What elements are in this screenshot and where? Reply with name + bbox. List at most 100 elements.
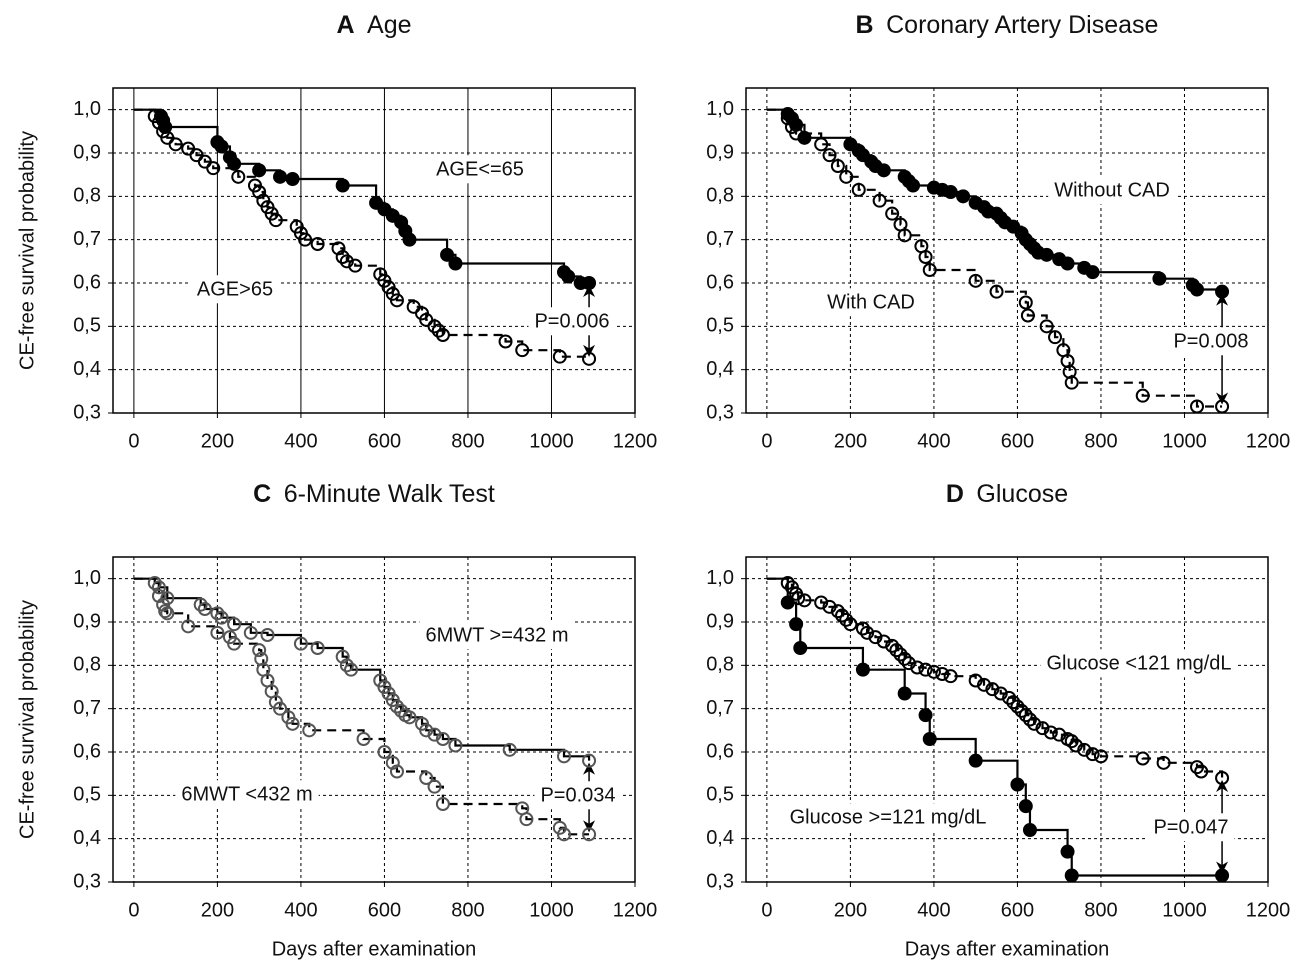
event-marker: [310, 641, 325, 655]
plot-frame: [745, 556, 1269, 883]
event-marker: [214, 610, 229, 625]
event-marker: [897, 228, 912, 243]
x-tick-label: 600: [1001, 430, 1034, 452]
p-value: P=0.034: [540, 784, 615, 806]
event-marker: [285, 716, 300, 731]
event-marker: [1052, 727, 1067, 742]
event-marker: [1035, 721, 1050, 736]
event-marker: [285, 172, 300, 186]
event-marker: [210, 625, 225, 640]
event-marker: [227, 636, 242, 651]
p-value-group: P=0.008: [1167, 327, 1255, 356]
event-marker: [1060, 256, 1075, 271]
event-marker: [893, 647, 908, 662]
event-marker: [1043, 725, 1058, 740]
event-marker: [977, 677, 992, 692]
event-marker: [822, 148, 837, 163]
event-marker: [427, 779, 442, 794]
y-tick-label: 1,0: [706, 98, 734, 120]
p-value-bg: [528, 307, 616, 336]
y-tick-label: 0,4: [73, 358, 101, 380]
plot-frame: [112, 87, 636, 414]
y-tick-label: 0,9: [73, 610, 101, 632]
event-marker: [260, 628, 275, 642]
event-marker: [156, 597, 171, 612]
y-tick-label: 0,4: [706, 827, 734, 849]
y-tick-label: 0,8: [706, 654, 734, 676]
event-marker: [273, 701, 288, 716]
event-marker: [427, 727, 442, 742]
event-marker: [797, 593, 812, 608]
event-marker: [830, 604, 845, 619]
event-marker: [435, 732, 450, 746]
event-marker: [1014, 703, 1029, 718]
event-marker: [835, 608, 850, 623]
event-marker: [1085, 747, 1100, 762]
event-marker: [839, 169, 854, 184]
event-marker: [377, 745, 392, 759]
series-label-bg: [175, 780, 319, 809]
event-marker: [331, 241, 346, 256]
series-label: Without CAD: [1054, 179, 1170, 201]
x-tick-label: 400: [917, 430, 950, 452]
event-marker: [293, 636, 308, 651]
event-marker: [780, 576, 795, 590]
series-label-bg: [190, 275, 280, 304]
series-label-bg: [1040, 649, 1238, 678]
p-value-bg: [534, 781, 622, 810]
event-marker: [993, 686, 1008, 701]
event-marker: [1064, 375, 1079, 390]
event-marker: [227, 617, 242, 632]
p-value-group: P=0.034: [534, 781, 622, 810]
series-label-group: 6MWT <432 m: [175, 780, 319, 809]
event-marker: [268, 213, 283, 228]
panel-letter: C: [253, 480, 271, 508]
event-marker: [814, 595, 829, 610]
event-marker: [1093, 749, 1108, 764]
p-value-group: P=0.047: [1147, 813, 1235, 842]
y-tick-label: 0,7: [73, 697, 101, 719]
event-marker: [519, 812, 534, 827]
event-marker: [956, 189, 971, 204]
event-marker: [968, 753, 983, 768]
event-marker: [1152, 271, 1167, 286]
event-marker: [1085, 265, 1100, 280]
event-marker: [427, 319, 442, 334]
panel-letter: D: [946, 480, 964, 508]
y-tick-label: 0,5: [706, 784, 734, 806]
survival-line: [766, 577, 1224, 778]
event-marker: [1156, 755, 1171, 770]
event-marker: [214, 139, 229, 154]
x-tick-label: 200: [201, 899, 234, 921]
event-marker: [1064, 734, 1079, 749]
x-tick-label: 800: [1084, 430, 1117, 452]
series-label-bg: [783, 803, 993, 832]
event-marker: [1018, 295, 1033, 310]
panel-title: A Age: [336, 11, 411, 39]
panel-letter: A: [336, 11, 354, 39]
series-label-bg: [430, 155, 530, 184]
y-tick-label: 0,5: [73, 784, 101, 806]
series-label-group: Glucose <121 mg/dL: [1040, 649, 1238, 678]
x-tick-label: 1000: [529, 430, 574, 452]
event-marker: [1135, 388, 1150, 403]
event-marker: [830, 159, 845, 173]
y-tick-label: 0,4: [73, 827, 101, 849]
x-tick-label: 0: [761, 899, 772, 921]
event-marker: [897, 651, 912, 666]
event-marker: [181, 619, 196, 634]
event-marker: [876, 634, 891, 649]
y-tick-label: 0,9: [706, 610, 734, 632]
series-label-group: Without CAD: [1048, 176, 1176, 205]
y-tick-label: 0,9: [706, 141, 734, 163]
event-marker: [1022, 823, 1037, 837]
event-marker: [419, 723, 434, 738]
event-marker: [943, 669, 958, 684]
x-tick-label: 800: [451, 899, 484, 921]
event-marker: [868, 630, 883, 645]
survival-line: [133, 577, 591, 761]
event-marker: [498, 334, 513, 349]
event-marker: [582, 753, 597, 768]
event-marker: [243, 625, 258, 640]
event-marker: [1215, 771, 1230, 785]
